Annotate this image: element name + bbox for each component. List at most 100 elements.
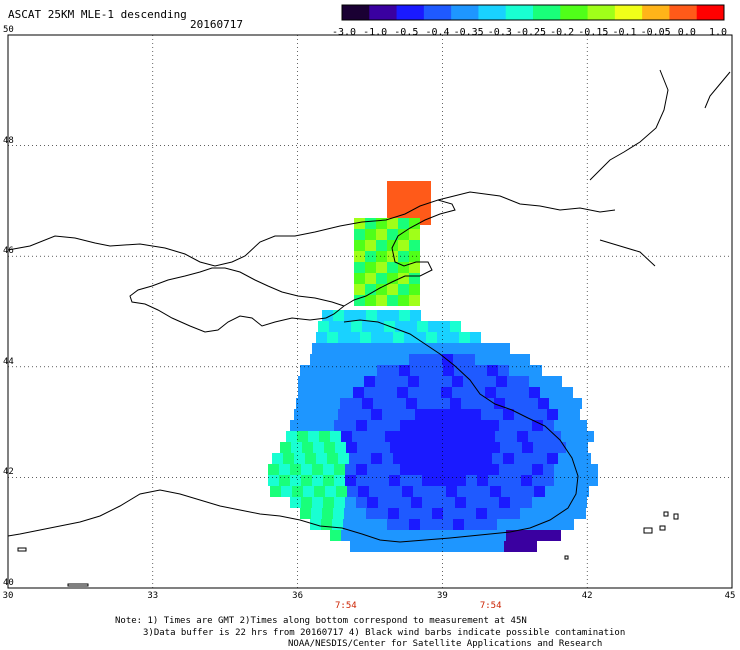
swath-cell <box>338 453 349 464</box>
swath-cell <box>455 464 466 475</box>
swath-cell <box>318 398 329 409</box>
swath-cell <box>398 295 409 306</box>
swath-cell <box>412 442 423 453</box>
swath-cell <box>576 497 587 508</box>
swath-cell <box>499 464 510 475</box>
colorbar-swatch <box>505 5 534 20</box>
swath-cell <box>576 420 587 431</box>
swath-cell <box>452 387 463 398</box>
swath-cell <box>445 442 456 453</box>
swath-cell <box>400 420 411 431</box>
swath-cell <box>437 409 448 420</box>
swath-cell <box>545 486 556 497</box>
time-label: 7:54 <box>479 601 502 611</box>
swath-cell <box>331 376 342 387</box>
swath-cell <box>526 541 537 552</box>
swath-cell <box>387 354 398 365</box>
swath-cell <box>290 497 301 508</box>
swath-cell <box>419 387 430 398</box>
swath-cell <box>300 508 311 519</box>
swath-cell <box>398 284 409 295</box>
swath-cell <box>352 431 363 442</box>
swath-cell <box>525 453 536 464</box>
swath-cell <box>432 508 443 519</box>
swath-cell <box>356 343 367 354</box>
swath-cell <box>298 376 309 387</box>
swath-cell <box>415 332 426 343</box>
swath-cell <box>453 354 464 365</box>
colorbar-swatch <box>696 5 725 20</box>
swath-cell <box>501 486 512 497</box>
swath-cell <box>564 508 575 519</box>
swath-cell <box>481 453 492 464</box>
swath-cell <box>333 310 344 321</box>
swath-cell <box>376 295 387 306</box>
swath-cell <box>360 453 371 464</box>
swath-cell <box>344 310 355 321</box>
swath-cell <box>437 453 448 464</box>
swath-cell <box>499 475 510 486</box>
swath-cell <box>334 464 345 475</box>
swath-cell <box>340 398 351 409</box>
swath-cell <box>338 409 349 420</box>
swath-cell <box>420 203 431 214</box>
swath-cell <box>400 497 411 508</box>
swath-cell <box>409 181 420 192</box>
swath-cell <box>509 508 520 519</box>
swath-cell <box>376 218 387 229</box>
swath-cell <box>373 398 384 409</box>
swath-cell <box>587 475 598 486</box>
islands <box>17 511 679 587</box>
swath-cell <box>372 541 383 552</box>
latitude-label: 42 <box>3 467 14 478</box>
swath-cell <box>365 229 376 240</box>
swath-cell <box>499 420 510 431</box>
swath-cell <box>539 431 550 442</box>
swath-cell <box>450 321 461 332</box>
swath-cell <box>540 376 551 387</box>
swath-cell <box>410 508 421 519</box>
colorbar-label: -0.3 <box>487 27 512 38</box>
swath-cell <box>365 251 376 262</box>
swath-cell <box>451 431 462 442</box>
swath-cell <box>410 310 421 321</box>
swath-cell <box>300 365 311 376</box>
swath-cell <box>556 486 567 497</box>
swath-cell <box>532 475 543 486</box>
swath-cell <box>354 273 365 284</box>
swath-cell <box>515 541 526 552</box>
swath-cell <box>488 475 499 486</box>
swath-cell <box>316 409 327 420</box>
swath-cell <box>508 519 519 530</box>
swath-cell <box>506 431 517 442</box>
swath-cell <box>444 343 455 354</box>
swath-cell <box>409 295 420 306</box>
swath-cell <box>313 442 324 453</box>
swath-cell <box>476 508 487 519</box>
swath-cell <box>378 464 389 475</box>
swath-cell <box>351 398 362 409</box>
swath-cell <box>547 453 558 464</box>
swath-cell <box>572 431 583 442</box>
swath-cell <box>483 398 494 409</box>
swath-cell <box>435 486 446 497</box>
swath-cell <box>496 387 507 398</box>
swath-cell <box>521 420 532 431</box>
swath-cell <box>422 475 433 486</box>
swath-cell <box>514 409 525 420</box>
swath-cell <box>433 343 444 354</box>
swath-cell <box>367 420 378 431</box>
swath-cell <box>365 218 376 229</box>
swath-cell <box>397 376 408 387</box>
swath-cell <box>397 387 408 398</box>
swath-cell <box>489 442 500 453</box>
colorbar-label: -0.2 <box>550 27 575 38</box>
swath-cell <box>488 343 499 354</box>
swath-cell <box>281 486 292 497</box>
note-line-3: NOAA/NESDIS/Center for Satellite Applica… <box>288 639 603 649</box>
swath-cell <box>519 519 530 530</box>
swath-cell <box>514 453 525 464</box>
swath-cell <box>517 530 528 541</box>
swath-cell <box>507 387 518 398</box>
